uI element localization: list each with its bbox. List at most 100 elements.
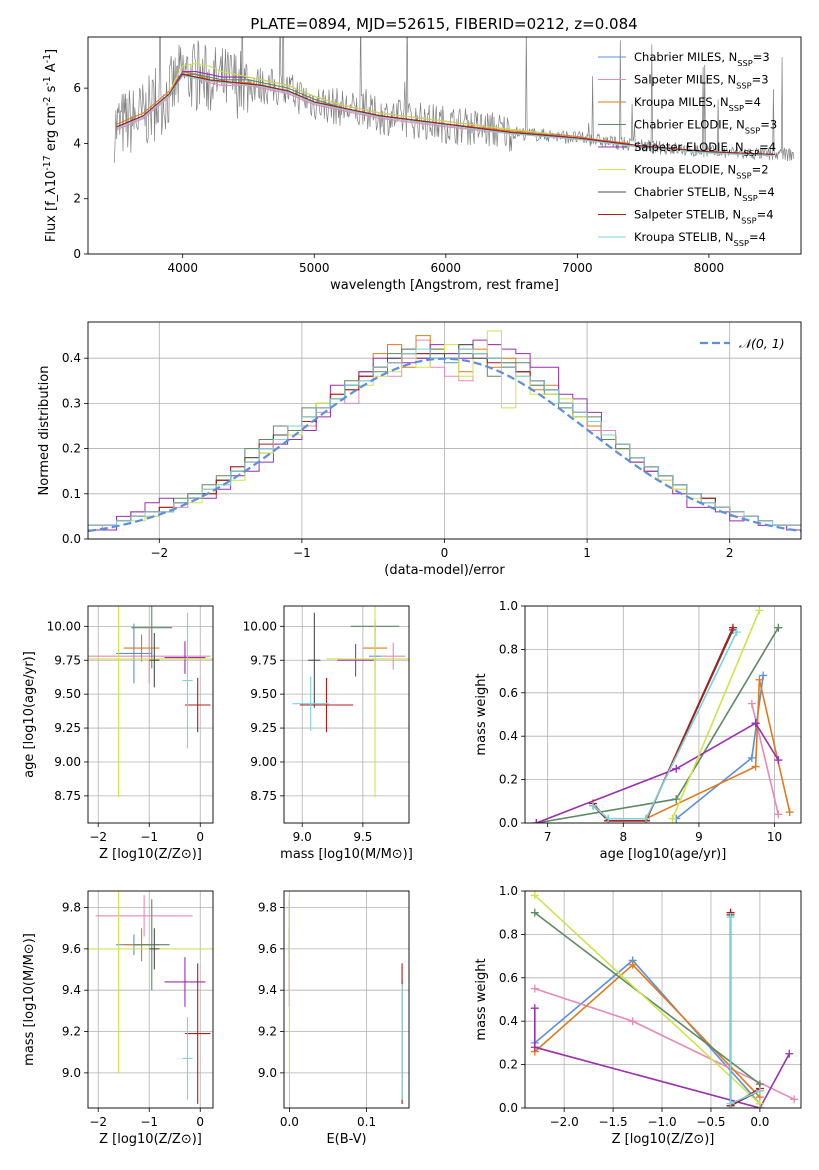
y-tick-label: 9.25 [54,721,81,735]
x-tick-label: 0 [441,546,449,560]
y-axis-label: Flux [f_λ10-17 erg cm-2 s-1 A-1] [42,49,60,242]
y-tick-label: 9.75 [54,653,81,667]
legend-label: Chabrier ELODIE, NSSP=3 [634,118,777,136]
normal-distribution-curve [88,357,801,533]
model-spectrum-line [116,70,631,144]
y-tick-label: 0.0 [499,816,518,830]
y-tick-label: 0.4 [62,351,81,365]
y-tick-label: 9.25 [250,721,277,735]
y-tick-label: 6 [73,81,81,95]
y-tick-label: 4 [73,136,81,150]
y-tick-label: 8.75 [54,789,81,803]
mass-weight-marker [726,913,735,922]
mass-weight-line [645,679,791,820]
mass-weight-marker [728,623,737,632]
mass-weight-line [534,1008,791,1108]
mass-weight-line [729,912,761,1108]
mass-weight-marker [532,819,541,823]
x-tick-label: 2 [726,546,734,560]
y-tick-label: 9.00 [54,755,81,769]
legend-label: Kroupa ELODIE, NSSP=2 [634,163,769,181]
y-axis-label: Normed distribution [37,366,52,496]
mass-weight-marker [530,1043,539,1052]
residuals-panel: −2 −1 0 1 2 0.0 0.1 0.2 0.3 0.4 (data-model)/error… [37,321,802,578]
y-tick-label: 2 [73,192,81,206]
model-spectrum-line [116,70,631,144]
plot-area [113,37,795,163]
legend-label: Kroupa STELIB, NSSP=4 [634,230,766,248]
x-tick-label: −1.0 [647,1115,676,1129]
x-axis-label: Z [log10(Z/Z⊙)] [612,1132,715,1147]
mass-weight-marker [755,606,764,615]
mass-weight-marker [530,984,539,993]
x-axis-label: wavelength [Angstrom, rest frame] [330,278,559,293]
y-tick-label: 0.2 [499,773,518,787]
x-tick-label: 9 [695,830,703,844]
y-tick-label: 0 [73,247,81,261]
mass-weight-marker [628,1017,637,1026]
axes-frame [524,890,802,1109]
y-tick-label: 0.2 [62,442,81,456]
y-axis-label: mass weight [474,673,489,755]
spectrum-panel: 4000 5000 6000 7000 8000 0 2 4 6 wavelength [Angs… [42,36,802,293]
mass-weight-marker [785,1049,794,1058]
legend-label: 𝒩(0, 1) [739,336,785,351]
x-tick-label: 1 [583,546,591,560]
y-tick-label: 9.0 [62,1066,81,1080]
x-axis-label: age [log10(age/yr)] [600,847,727,862]
x-tick-label: 0 [196,830,204,844]
y-tick-label: 1.0 [499,599,518,613]
legend-label: Chabrier MILES, NSSP=3 [634,50,770,68]
x-axis-label: (data-model)/error [384,563,505,578]
legend-label: Salpeter ELODIE, NSSP=4 [634,140,776,158]
mass-weight-marker [755,1086,764,1095]
y-tick-label: 10.00 [243,619,277,633]
y-tick-label: 0.0 [62,532,81,546]
x-tick-label: −2 [89,830,107,844]
mass-weight-marker [628,960,637,969]
mass-vs-metallicity-panel: −2 −1 0 9.0 9.2 9.4 9.6 9.8 Z [log10(Z/Z⊙)] mass … [22,890,214,1147]
y-tick-label: 0.8 [499,927,518,941]
y-tick-label: 0.8 [499,642,518,656]
x-tick-label: 4000 [167,261,198,275]
x-tick-label: 0 [196,1115,204,1129]
y-tick-label: 9.4 [62,983,81,997]
x-tick-label: −1.5 [599,1115,628,1129]
y-tick-label: 9.2 [62,1025,81,1039]
x-tick-label: −2 [89,1115,107,1129]
mass-weight-marker [672,795,681,804]
y-tick-label: 9.75 [250,653,277,667]
x-tick-label: 9.5 [353,830,372,844]
y-tick-label: 9.6 [62,942,81,956]
y-tick-label: 0.3 [62,396,81,410]
plot-area [532,606,794,823]
x-tick-label: −1 [140,1115,158,1129]
mass-weight-marker [641,814,650,823]
x-tick-label: 7000 [562,261,593,275]
x-tick-label: 5000 [299,261,330,275]
x-axis-label: mass [log10(M/M⊙)] [280,847,413,862]
figure-title: PLATE=0894, MJD=52615, FIBERID=0212, z=0… [250,15,637,33]
mass-weight-marker [774,623,783,632]
y-tick-label: 9.0 [258,1066,277,1080]
x-axis-label: Z [log10(Z/Z⊙)] [99,847,202,862]
legend-label: Chabrier STELIB, NSSP=4 [634,185,775,203]
plot-area [88,606,213,798]
weight-vs-age-panel: 7 8 9 10 0.0 0.2 0.4 0.6 0.8 1.0 age [log10(age/yr… [474,599,802,862]
model-spectrum-line [116,75,775,157]
plot-area [288,891,403,1104]
legend-label: Kroupa MILES, NSSP=4 [634,95,761,113]
observed-spectrum-line [113,37,795,163]
mass-weight-marker [530,908,539,917]
x-tick-label: −1 [140,830,158,844]
plot-area [292,606,409,798]
y-tick-label: 0.4 [499,729,518,743]
mass-weight-line [534,912,761,1085]
mass-weight-marker [726,1099,735,1108]
x-tick-label: 7 [544,830,552,844]
y-tick-label: 0.6 [499,971,518,985]
mass-weight-line [592,631,738,820]
y-tick-label: 9.50 [54,687,81,701]
x-tick-label: −2 [150,546,168,560]
y-tick-label: 9.8 [62,901,81,915]
